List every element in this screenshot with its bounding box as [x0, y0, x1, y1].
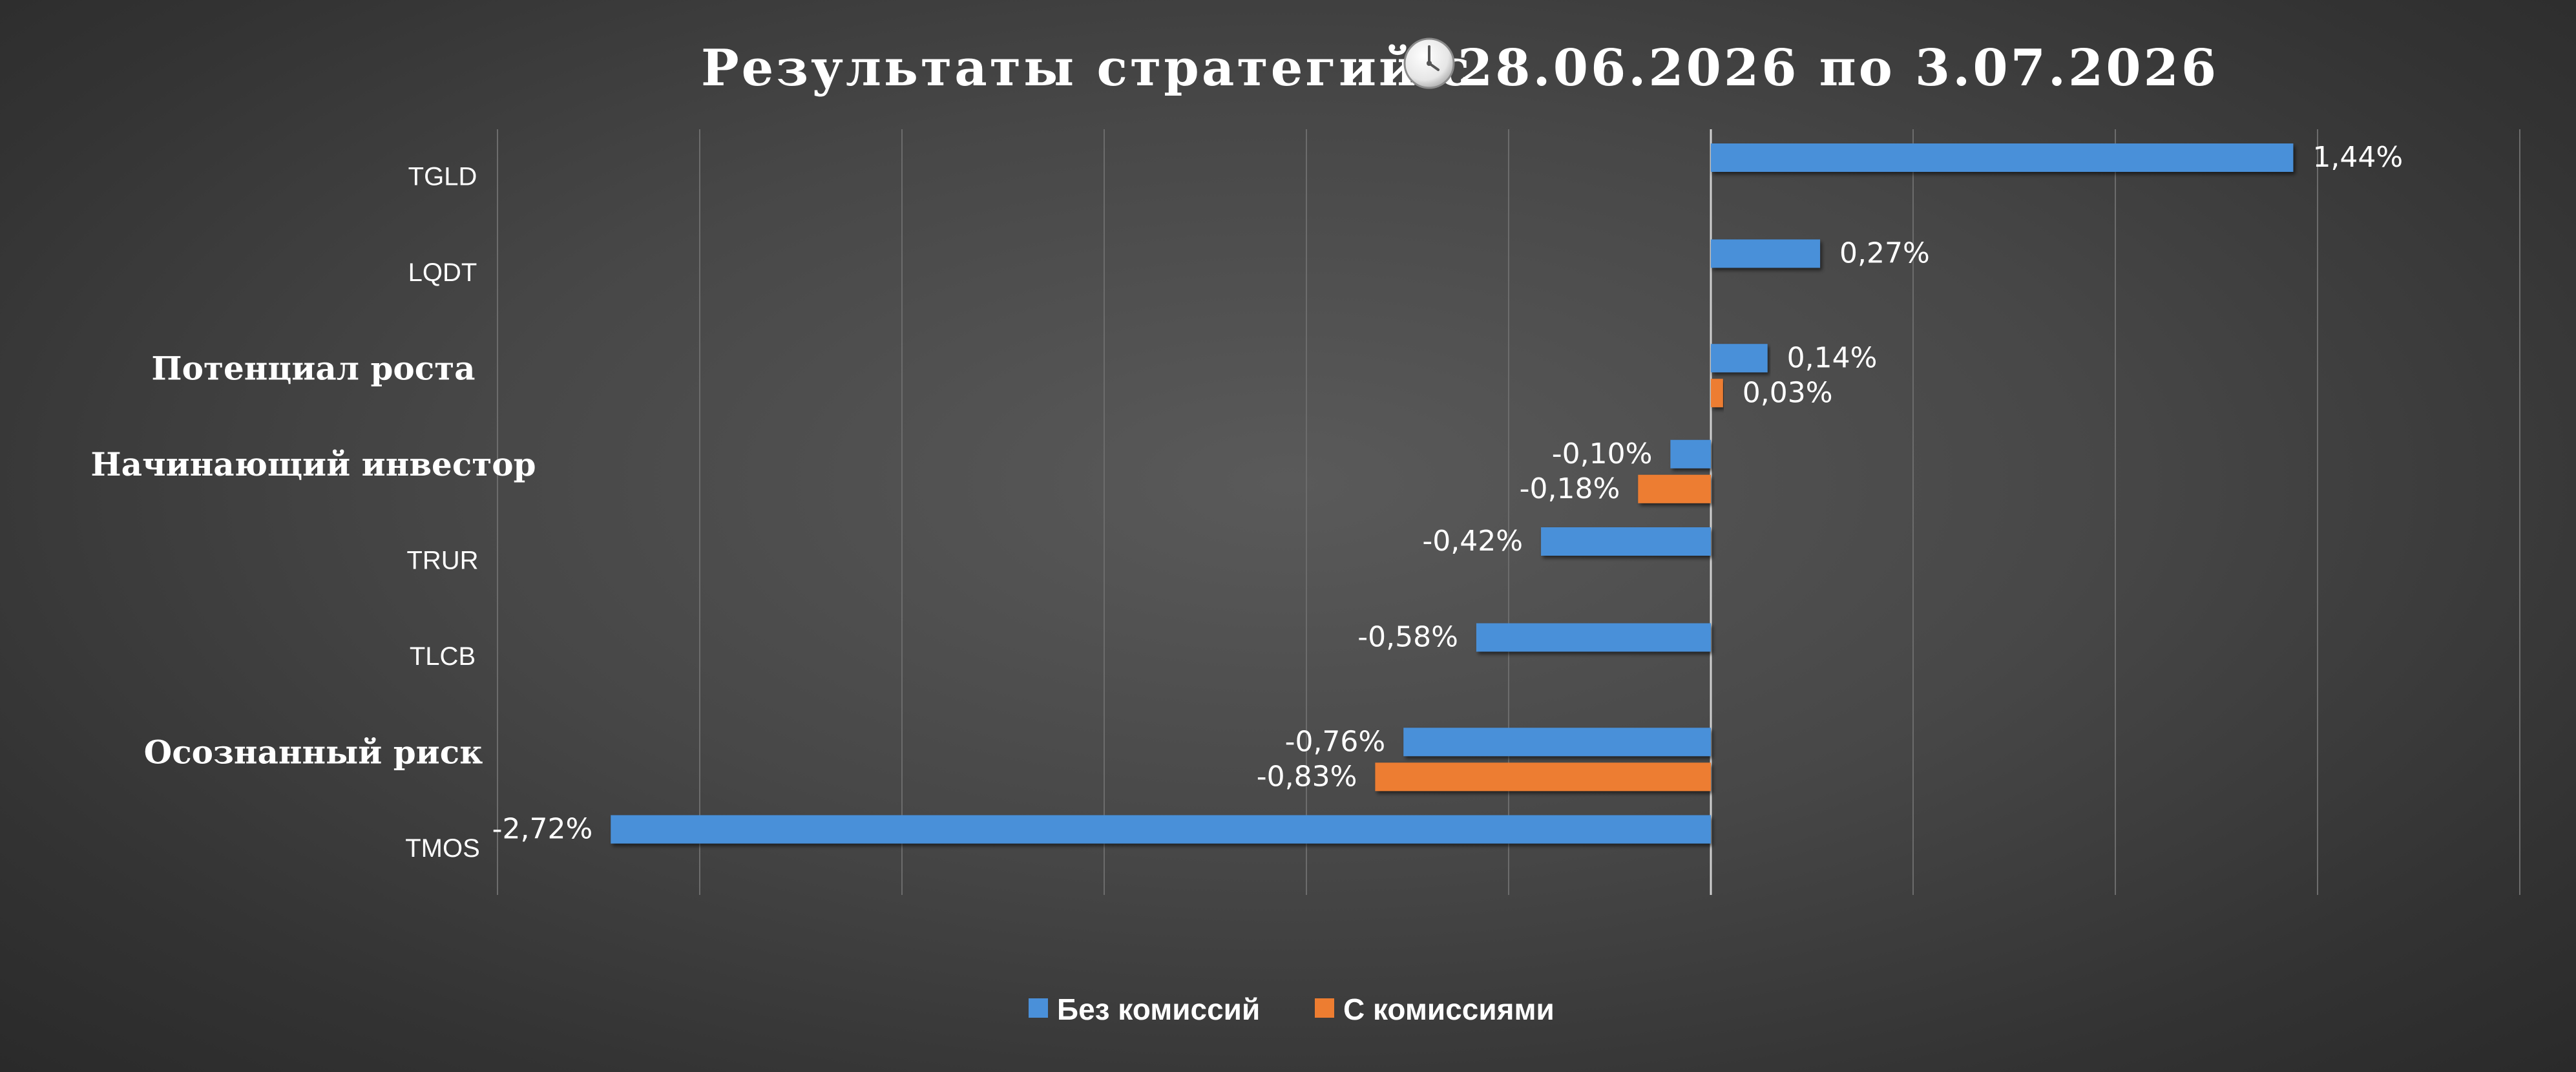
data-label-no-fee-6: -0,76%: [1285, 725, 1386, 758]
legend-with-fee-label: С комиссиями: [1343, 993, 1555, 1026]
data-label-with-fee-6: -0,83%: [1257, 760, 1357, 793]
legend: Без комиссий С комиссиями: [1029, 993, 1555, 1026]
category-labels: TGLD LQDT Потенциал роста Начинающий инвест…: [90, 162, 536, 863]
legend-no-fee-swatch: [1029, 998, 1048, 1018]
bar-no-fee-3: [1670, 439, 1711, 468]
bars: [611, 143, 2294, 844]
data-label-no-fee-3: -0,10%: [1552, 437, 1653, 470]
bar-no-fee-6: [1403, 728, 1711, 757]
chart-title-dates: 28.06.2026 по 3.07.2026: [1458, 39, 2219, 98]
data-label-with-fee-3: -0,18%: [1520, 472, 1620, 505]
bar-no-fee-2: [1711, 344, 1768, 373]
data-label-no-fee-7: -2,72%: [492, 813, 593, 846]
bar-no-fee-7: [611, 815, 1711, 844]
category-label-3: Начинающий инвестор: [90, 445, 536, 483]
data-label-no-fee-0: 1,44%: [2312, 141, 2403, 174]
bar-with-fee-6: [1375, 762, 1711, 792]
data-label-no-fee-5: -0,58%: [1357, 621, 1458, 654]
bar-with-fee-3: [1638, 474, 1711, 503]
bar-no-fee-0: [1711, 143, 2294, 172]
chart-title-text: Результаты стратегий с: [701, 39, 1472, 98]
bar-no-fee-4: [1541, 527, 1711, 556]
category-label-5: TLCB: [410, 642, 476, 671]
bar-no-fee-5: [1476, 623, 1711, 652]
data-label-no-fee-2: 0,14%: [1787, 341, 1878, 374]
category-label-0: TGLD: [408, 162, 477, 191]
data-label-with-fee-2: 0,03%: [1743, 376, 1833, 409]
category-label-7: TMOS: [405, 834, 480, 863]
data-label-no-fee-1: 0,27%: [1839, 237, 1930, 270]
clock-icon: [1403, 37, 1455, 89]
gridlines: [497, 129, 2520, 895]
category-label-4: TRUR: [406, 546, 478, 574]
bar-no-fee-1: [1711, 239, 1821, 268]
chart-title: Результаты стратегий с 28.06.2026 по 3.0…: [701, 37, 2219, 98]
bar-with-fee-2: [1711, 379, 1723, 408]
data-labels: 1,44% 0,27% 0,14%0,03% -0,10%-0,18% -0,42% -0…: [492, 141, 2403, 846]
category-label-2: Потенциал роста: [151, 349, 475, 387]
data-label-no-fee-4: -0,42%: [1422, 525, 1523, 558]
category-label-6: Осознанный риск: [144, 733, 483, 771]
category-label-1: LQDT: [408, 258, 477, 287]
legend-no-fee-label: Без комиссий: [1057, 993, 1260, 1026]
legend-with-fee-swatch: [1315, 998, 1334, 1018]
